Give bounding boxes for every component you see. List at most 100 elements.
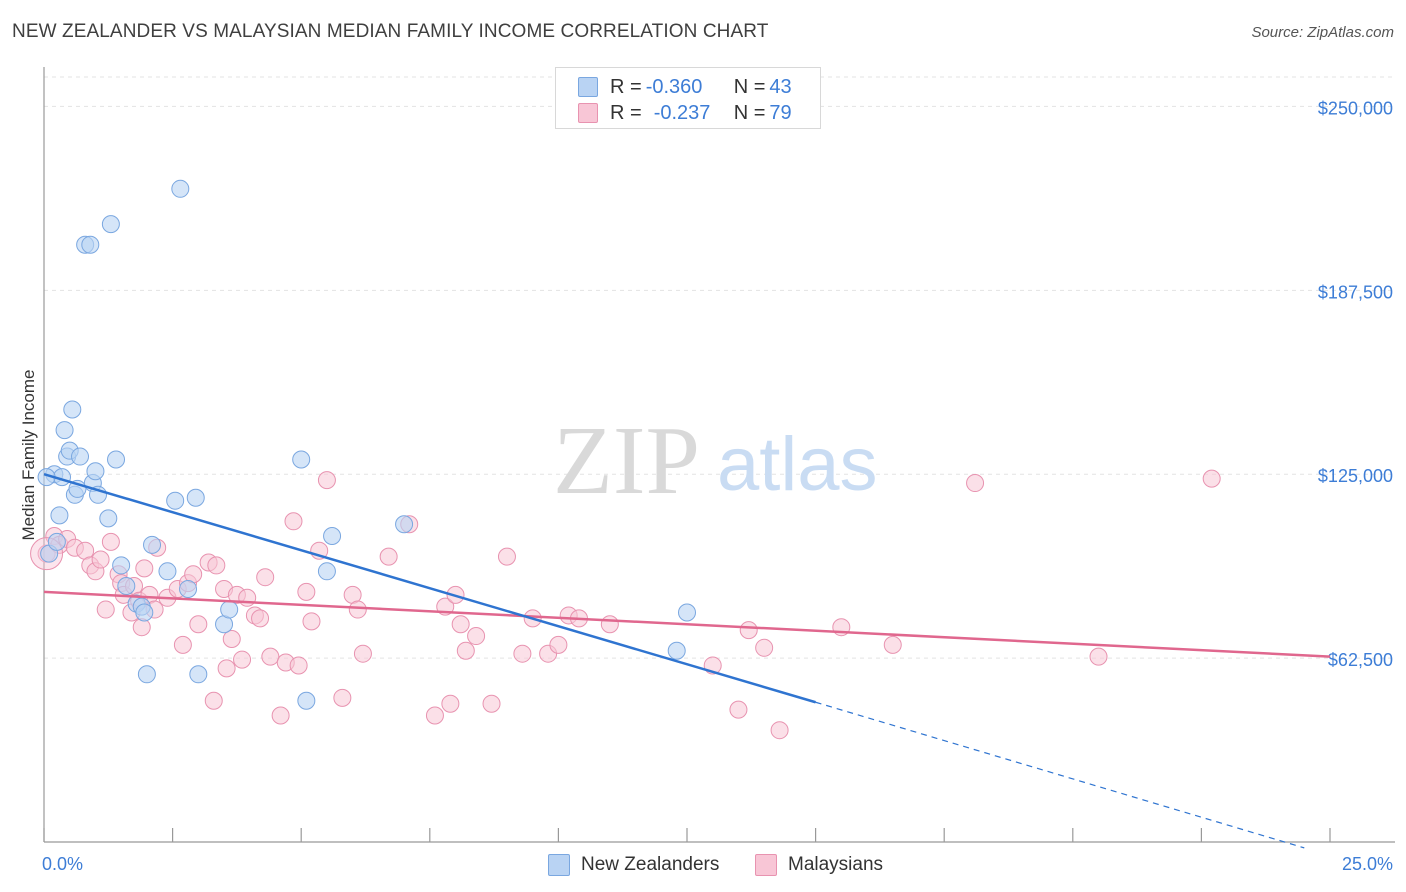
n-value: 43	[769, 75, 792, 98]
watermark: ZIP atlas	[553, 407, 878, 515]
new-zealander-point	[220, 600, 239, 619]
malaysian-point	[91, 550, 110, 569]
malaysian-point	[101, 532, 120, 551]
malaysian-point	[497, 547, 516, 566]
malaysian-point	[1089, 647, 1108, 666]
malaysian-point	[207, 556, 226, 575]
new-zealander-point	[166, 491, 185, 510]
malaysian-point	[482, 694, 501, 713]
new-zealander-point	[678, 603, 696, 622]
new-zealander-point	[101, 215, 120, 234]
y-axis-label: Median Family Income	[19, 369, 38, 540]
malaysian-point	[379, 547, 398, 566]
malaysian-point	[755, 638, 774, 657]
malaysian-point	[456, 641, 475, 660]
legend-label: New Zealanders	[581, 854, 720, 875]
malaysian-point	[353, 644, 372, 663]
new-zealanders-trend-line	[43, 473, 816, 704]
legend-row-new-zealanders: R = -0.360 N = 43	[578, 75, 792, 99]
malaysian-point	[189, 615, 208, 634]
malaysian-point	[966, 474, 985, 493]
r-label: R =	[610, 75, 642, 98]
new-zealander-point	[186, 488, 205, 507]
new-zealander-point	[158, 562, 177, 581]
new-zealander-point	[86, 462, 105, 481]
r-label: R =	[610, 101, 642, 124]
new-zealander-point	[81, 235, 100, 254]
malaysian-point	[451, 615, 470, 634]
new-zealander-point	[63, 400, 82, 419]
new-zealander-point	[135, 603, 154, 622]
new-zealander-point	[317, 562, 336, 581]
new-zealander-point	[71, 447, 90, 466]
malaysian-point	[467, 627, 486, 646]
malaysians-trend-line	[43, 590, 1331, 658]
y-tick-labels: $62,500 $125,000 $187,500 $250,000	[1318, 98, 1393, 670]
malaysian-point	[222, 629, 241, 648]
new-zealander-point	[107, 450, 126, 469]
malaysian-point	[96, 600, 115, 619]
malaysians-points	[30, 469, 1221, 740]
r-value: -0.237	[653, 101, 711, 124]
new-zealander-point	[47, 532, 66, 551]
new-zealander-point	[55, 421, 74, 440]
malaysian-point	[297, 582, 316, 601]
malaysian-point	[233, 650, 252, 669]
new-zealander-point	[292, 450, 311, 469]
new-zealander-point	[667, 641, 686, 660]
correlation-legend: R = -0.360 N = 43 R = -0.237 N = 79	[555, 67, 821, 129]
malaysian-point	[271, 706, 290, 725]
new-zealander-point	[137, 665, 156, 684]
malaysian-point	[600, 615, 619, 634]
malaysian-point	[549, 635, 568, 654]
x-tick-label: 0.0%	[42, 854, 83, 874]
nz-legend-swatch	[548, 854, 570, 876]
malaysian-point	[1202, 469, 1221, 488]
malaysian-point	[513, 644, 532, 663]
axes	[43, 67, 1395, 843]
y-tick-label: $250,000	[1318, 98, 1393, 118]
new-zealander-point	[323, 527, 342, 545]
malaysian-point	[204, 691, 223, 710]
malaysian-point	[425, 706, 444, 725]
malaysian-point	[173, 635, 192, 654]
n-label: N =	[733, 101, 766, 124]
malaysian-point	[441, 694, 460, 713]
new-zealander-point	[171, 179, 190, 198]
r-value: -0.360	[645, 75, 703, 98]
new-zealander-point	[297, 691, 316, 710]
new-zealander-point	[189, 665, 208, 684]
trend-lines	[43, 473, 1331, 849]
my-swatch	[578, 103, 598, 123]
chart-title: NEW ZEALANDER VS MALAYSIAN MEDIAN FAMILY…	[12, 21, 769, 42]
legend-item-new-zealanders[interactable]: New Zealanders	[548, 852, 719, 878]
watermark-atlas: atlas	[717, 422, 878, 507]
malaysian-point	[289, 656, 308, 675]
new-zealander-point	[143, 535, 162, 554]
n-value: 79	[769, 101, 792, 124]
y-tick-label: $187,500	[1318, 282, 1393, 302]
legend-item-malaysians[interactable]: Malaysians	[755, 852, 883, 878]
new-zealander-point	[50, 506, 69, 525]
malaysian-point	[770, 721, 789, 740]
y-tick-label: $62,500	[1328, 650, 1393, 670]
malaysian-point	[348, 600, 367, 619]
malaysian-point	[302, 612, 321, 631]
my-legend-swatch	[755, 854, 777, 876]
new-zealander-point	[179, 579, 198, 598]
new-zealander-point	[112, 556, 131, 575]
source-credit: Source: ZipAtlas.com	[1251, 24, 1394, 41]
x-tick-labels: 0.0% 25.0%	[42, 854, 1393, 874]
new-zealander-point	[117, 577, 136, 596]
malaysian-point	[739, 621, 758, 640]
nz-swatch	[578, 77, 598, 97]
new-zealanders-trend-extension	[815, 701, 1305, 849]
new-zealanders-points	[37, 179, 696, 710]
malaysian-point	[317, 471, 336, 490]
y-tick-label: $125,000	[1318, 466, 1393, 486]
malaysian-point	[217, 659, 236, 678]
new-zealander-point	[395, 515, 414, 534]
malaysian-point	[883, 635, 902, 654]
watermark-zip: ZIP	[553, 407, 700, 515]
new-zealander-point	[99, 509, 118, 528]
